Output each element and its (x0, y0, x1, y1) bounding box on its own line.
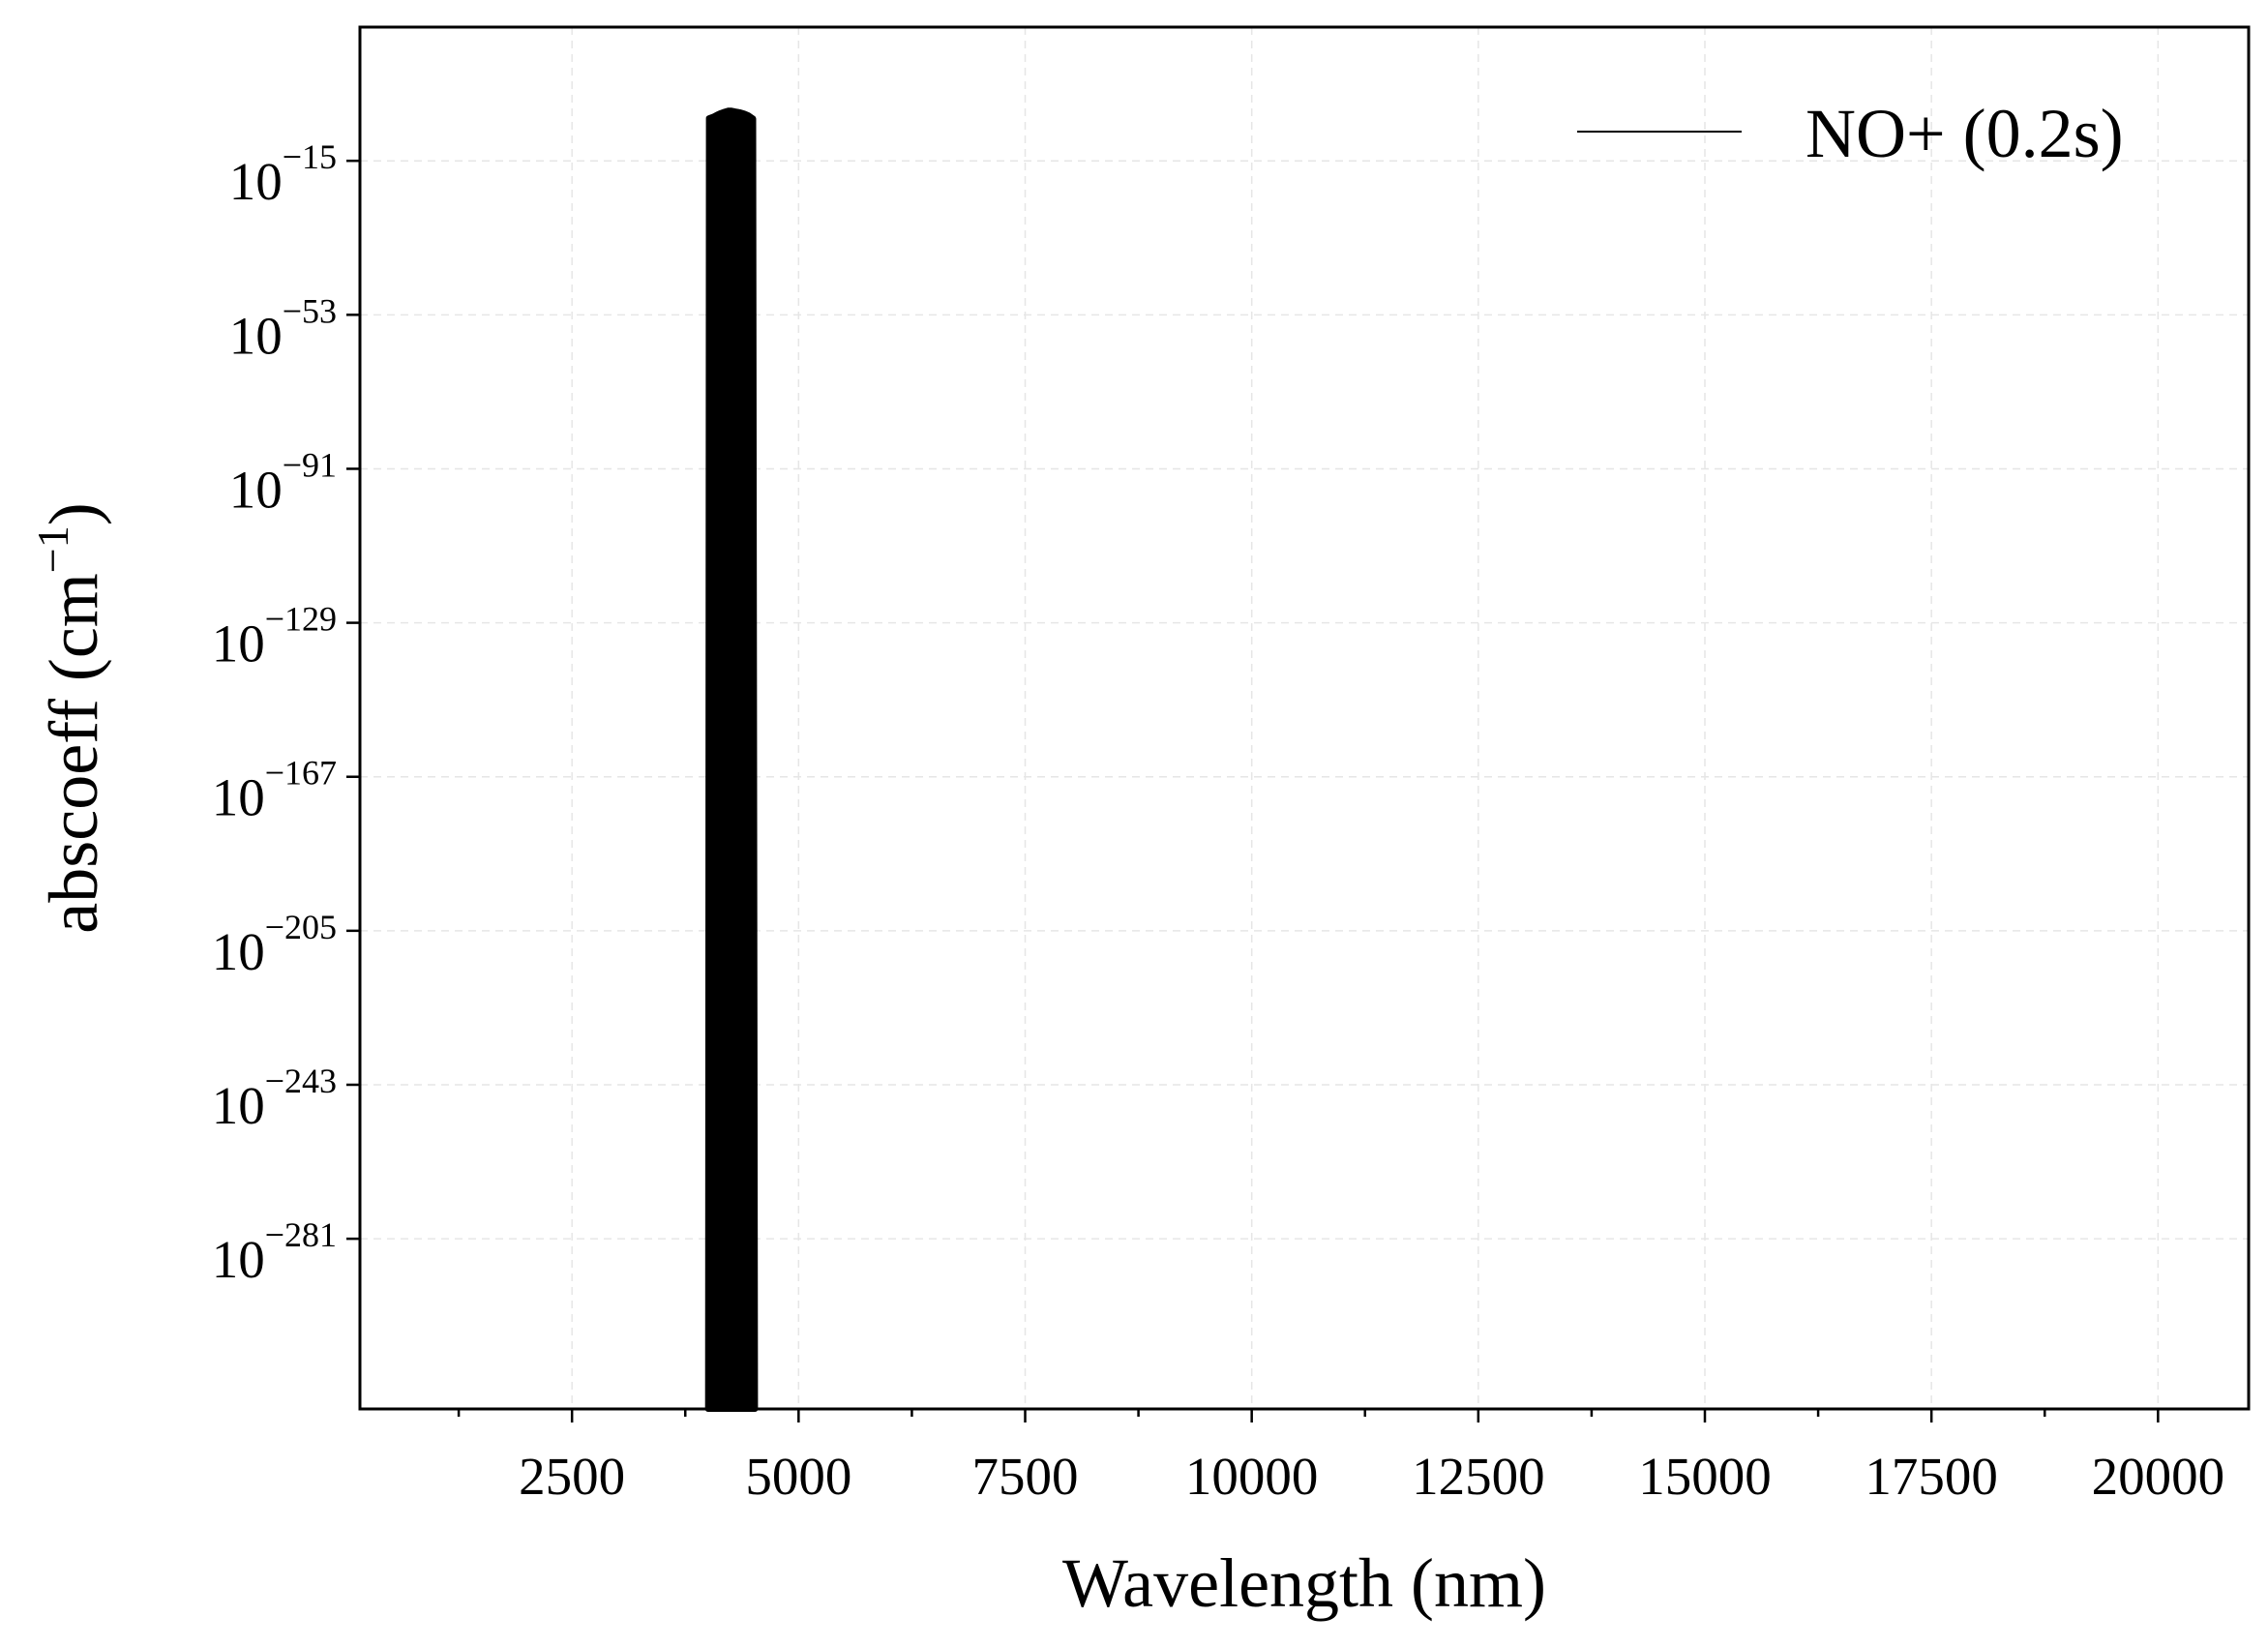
y-axis-title-close: ) (35, 502, 112, 525)
data-layer (704, 107, 759, 1412)
legend-label: NO+ (0.2s) (1805, 95, 2124, 172)
y-tick-label: 10−91 (229, 445, 337, 519)
axis-ticks (346, 159, 2160, 1422)
y-tick-label: 10−281 (212, 1215, 337, 1289)
grid-lines (360, 27, 2249, 1409)
y-tick-label-base: 10 (212, 1076, 265, 1135)
series-band-no-plus (704, 107, 759, 1412)
y-tick-label-exponent: −129 (265, 600, 337, 639)
y-tick-label-exponent: −15 (283, 137, 337, 176)
tick-labels: 2500 5000 7500 10000 12500 15000 17500 2000010−… (212, 137, 2224, 1506)
x-tick-label: 2500 (519, 1447, 625, 1506)
y-tick-label-exponent: −281 (265, 1215, 337, 1254)
x-tick-label: 5000 (745, 1447, 851, 1506)
x-tick-label: 10000 (1185, 1447, 1319, 1506)
y-tick-label: 10−53 (229, 291, 337, 365)
y-tick-label-base: 10 (212, 922, 265, 981)
x-axis-title: Wavelength (nm) (1062, 1544, 1546, 1622)
y-tick-label-base: 10 (212, 1230, 265, 1289)
y-tick-label-exponent: −91 (283, 445, 337, 484)
y-tick-label-base: 10 (212, 614, 265, 674)
y-tick-label-base: 10 (229, 306, 283, 365)
x-tick-label: 17500 (1865, 1447, 1998, 1506)
y-tick-label: 10−129 (212, 600, 337, 674)
y-tick-label-exponent: −53 (283, 291, 337, 330)
y-tick-label-exponent: −167 (265, 754, 337, 793)
x-tick-label: 15000 (1638, 1447, 1772, 1506)
x-tick-label: 20000 (2092, 1447, 2225, 1506)
y-tick-label-base: 10 (212, 768, 265, 827)
y-tick-label-exponent: −243 (265, 1062, 337, 1100)
y-tick-label: 10−15 (229, 137, 337, 211)
y-axis-title-text: abscoeff (cm−1) (28, 502, 112, 933)
y-tick-label-base: 10 (229, 460, 283, 519)
y-tick-label: 10−167 (212, 754, 337, 827)
x-tick-label: 7500 (972, 1447, 1079, 1506)
y-axis-title-sup: −1 (28, 525, 77, 573)
y-tick-label-exponent: −205 (265, 908, 337, 946)
y-axis-title-main: abscoeff (cm (35, 573, 112, 933)
y-axis-title: abscoeff (cm−1) (28, 502, 112, 933)
x-tick-label: 12500 (1412, 1447, 1545, 1506)
y-tick-label: 10−205 (212, 908, 337, 981)
y-tick-label: 10−243 (212, 1062, 337, 1135)
y-tick-label-base: 10 (229, 152, 283, 211)
plot-area-frame (358, 25, 2251, 1411)
legend: NO+ (0.2s) (1577, 95, 2124, 172)
